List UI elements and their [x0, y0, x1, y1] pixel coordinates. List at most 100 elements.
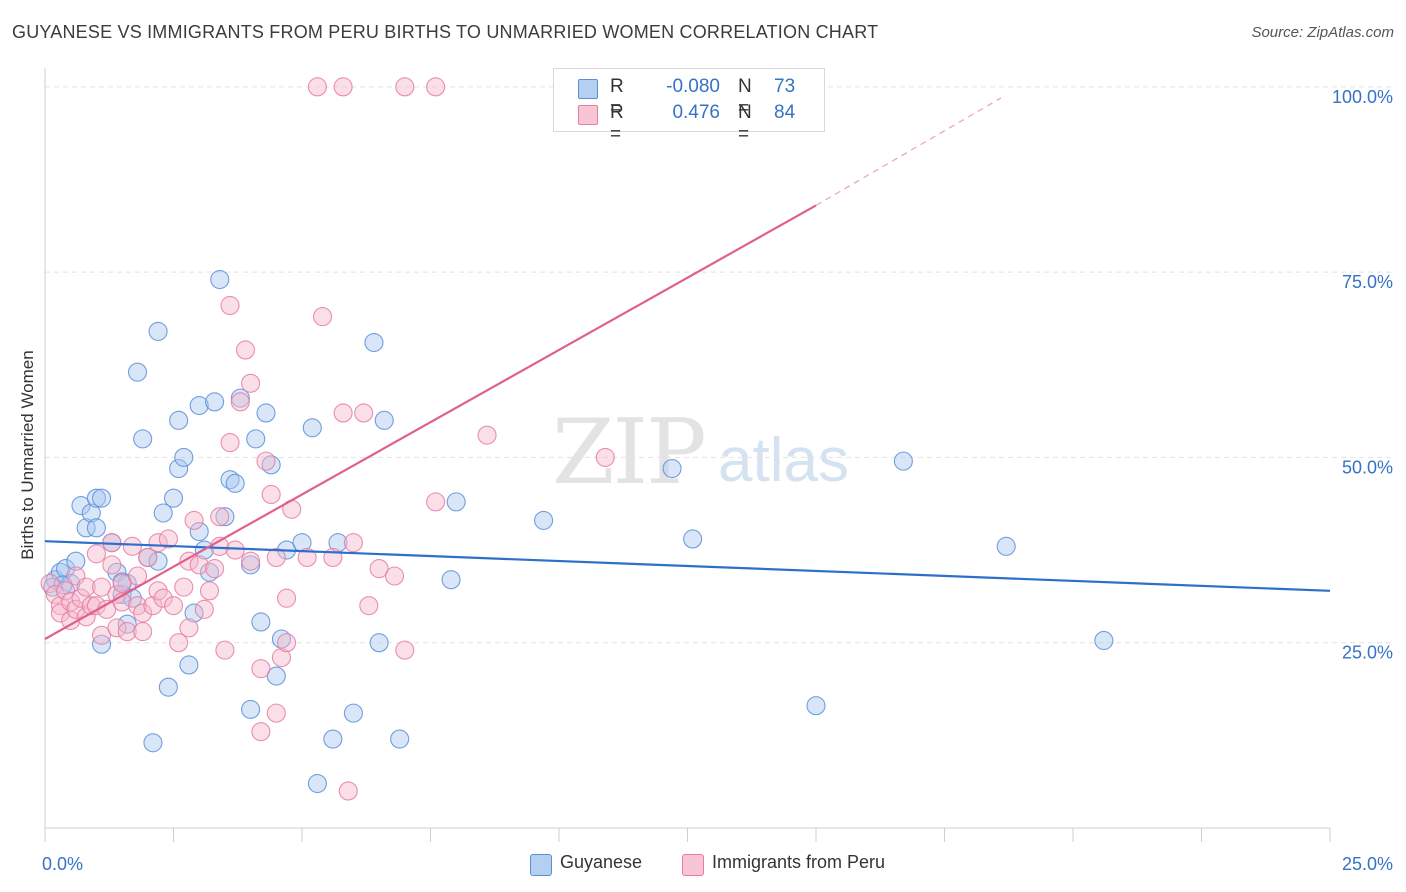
- stats-box: R = -0.080 N = 73 R = 0.476 N = 84: [553, 68, 825, 145]
- peru-point: [395, 77, 415, 97]
- guyanese-point: [133, 429, 153, 449]
- guyanese-point: [189, 395, 209, 416]
- peru-point: [148, 533, 168, 553]
- chart-title: GUYANESE VS IMMIGRANTS FROM PERU BIRTHS …: [12, 22, 879, 42]
- peru-point: [122, 536, 142, 556]
- peru-point: [369, 559, 389, 579]
- peru-point: [153, 588, 173, 608]
- x-tick-label: 25.0%: [1342, 854, 1393, 874]
- guyanese-point: [91, 488, 112, 508]
- peru-point: [158, 529, 178, 549]
- peru-point: [107, 618, 127, 638]
- guyanese-point: [323, 729, 343, 749]
- guyanese-point: [446, 492, 466, 512]
- peru-point: [225, 540, 245, 560]
- stats-n-label: N =: [738, 102, 752, 145]
- y-tick-label: 50.0%: [1342, 457, 1393, 477]
- peru-point: [66, 599, 86, 619]
- peru-point: [266, 547, 286, 568]
- guyanese-point: [163, 488, 184, 508]
- x-tick-label: 0.0%: [42, 854, 83, 874]
- guyanese-trend-line: [44, 540, 1331, 592]
- peru-point: [477, 425, 497, 445]
- peru-point: [256, 451, 276, 471]
- stats-r-value: -0.080: [666, 76, 720, 97]
- guyanese-point: [683, 529, 703, 549]
- guyanese-point: [307, 773, 327, 794]
- guyanese-point: [56, 559, 76, 579]
- guyanese-point: [369, 633, 389, 653]
- peru-point: [133, 622, 153, 642]
- peru-point: [189, 555, 209, 575]
- peru-point: [210, 507, 230, 527]
- guyanese-point: [251, 612, 271, 632]
- guyanese-point: [76, 518, 96, 538]
- guyanese-point: [215, 507, 235, 527]
- legend-swatch-pink: [682, 854, 704, 876]
- peru-point: [184, 510, 204, 530]
- peru-point: [127, 566, 148, 586]
- peru-point: [215, 640, 235, 660]
- peru-point: [86, 544, 106, 564]
- peru-point: [333, 77, 353, 97]
- guyanese-point: [374, 410, 394, 430]
- stats-r-label: R =: [610, 76, 624, 119]
- guyanese-point: [225, 473, 245, 493]
- peru-point: [266, 703, 286, 723]
- guyanese-point: [205, 392, 225, 412]
- peru-point: [199, 581, 220, 601]
- peru-point: [179, 618, 199, 638]
- peru-point: [220, 433, 240, 453]
- peru-trend-line: [44, 204, 817, 640]
- guyanese-point: [174, 447, 194, 467]
- guyanese-point: [179, 655, 199, 675]
- legend-label-peru: Immigrants from Peru: [712, 852, 886, 872]
- guyanese-point: [143, 733, 163, 753]
- guyanese-point: [241, 699, 261, 719]
- peru-point: [426, 77, 446, 97]
- stats-n-value: 84: [774, 102, 796, 123]
- stats-swatch-pink: [578, 105, 598, 125]
- watermark-zip: ZIP: [552, 400, 707, 505]
- guyanese-point: [302, 418, 322, 438]
- watermark-atlas: atlas: [718, 426, 849, 495]
- peru-point: [56, 581, 76, 601]
- y-tick-label: 100.0%: [1332, 87, 1393, 107]
- guyanese-point: [261, 455, 281, 475]
- peru-point: [230, 392, 250, 412]
- peru-point: [251, 659, 271, 679]
- guyanese-point: [169, 410, 189, 430]
- peru-point: [91, 625, 112, 645]
- peru-point: [163, 596, 184, 616]
- peru-point: [338, 781, 358, 801]
- guyanese-point: [996, 536, 1016, 556]
- peru-point: [384, 566, 405, 586]
- stats-r-value: 0.476: [672, 102, 720, 123]
- peru-point: [271, 647, 291, 668]
- peru-point: [45, 584, 65, 605]
- guyanese-point: [81, 503, 101, 523]
- peru-point: [143, 596, 163, 616]
- source-label: Source: ZipAtlas.com: [1251, 24, 1394, 41]
- peru-point: [91, 577, 112, 597]
- peru-point: [251, 722, 271, 742]
- peru-point: [169, 633, 189, 653]
- peru-point: [354, 403, 374, 423]
- guyanese-point: [343, 703, 363, 723]
- legend-label-guyanese: Guyanese: [560, 852, 643, 872]
- y-tick-label: 25.0%: [1342, 643, 1393, 663]
- peru-point: [71, 588, 91, 608]
- guyanese-point: [169, 458, 189, 479]
- peru-point: [307, 77, 327, 97]
- guyanese-point: [148, 321, 168, 341]
- peru-point: [117, 622, 137, 642]
- peru-point: [194, 599, 214, 619]
- peru-point: [220, 295, 240, 316]
- guyanese-point: [1094, 630, 1114, 651]
- guyanese-point: [86, 518, 106, 538]
- peru-point: [297, 547, 317, 568]
- guyanese-point: [127, 362, 148, 382]
- guyanese-point: [441, 570, 461, 590]
- legend-swatch-blue: [530, 854, 552, 876]
